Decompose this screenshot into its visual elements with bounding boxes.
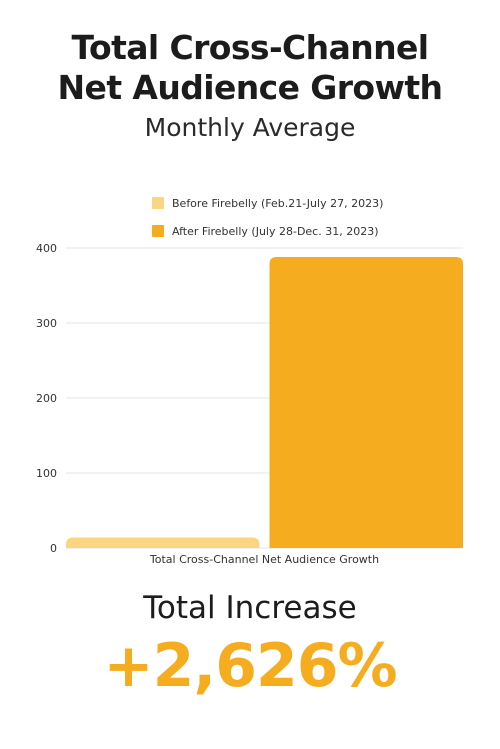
x-category-label: Total Cross-Channel Net Audience Growth <box>149 553 379 566</box>
y-tick-label: 400 <box>36 242 57 255</box>
y-axis-ticks: 0 100 200 300 400 <box>36 242 57 555</box>
legend-item-after: After Firebelly (July 28-Dec. 31, 2023) <box>152 223 379 239</box>
legend-item-before: Before Firebelly (Feb.21-July 27, 2023) <box>152 195 383 211</box>
bars <box>66 257 463 548</box>
chart-subtitle: Monthly Average <box>144 113 356 142</box>
y-tick-label: 200 <box>36 392 57 405</box>
bar-chart: 0 100 200 300 400 Total Cross-Channel Net Au… <box>36 242 463 566</box>
chart-title-line-1: Total Cross-Channel <box>71 28 429 67</box>
total-increase-label: Total Increase <box>143 590 357 626</box>
y-tick-label: 300 <box>36 317 57 330</box>
y-tick-label: 0 <box>50 542 57 555</box>
bar-after <box>269 257 463 548</box>
legend-swatch-before <box>152 197 164 209</box>
y-tick-label: 100 <box>36 467 57 480</box>
legend-label-before: Before Firebelly (Feb.21-July 27, 2023) <box>172 196 384 210</box>
x-axis-labels: Total Cross-Channel Net Audience Growth <box>149 553 379 566</box>
bar-before <box>66 537 260 548</box>
legend-swatch-after <box>152 225 164 237</box>
total-increase-value: +2,626% <box>103 631 397 701</box>
chart-title-line-2: Net Audience Growth <box>57 68 444 107</box>
legend-label-after: After Firebelly (July 28-Dec. 31, 2023) <box>172 224 379 238</box>
